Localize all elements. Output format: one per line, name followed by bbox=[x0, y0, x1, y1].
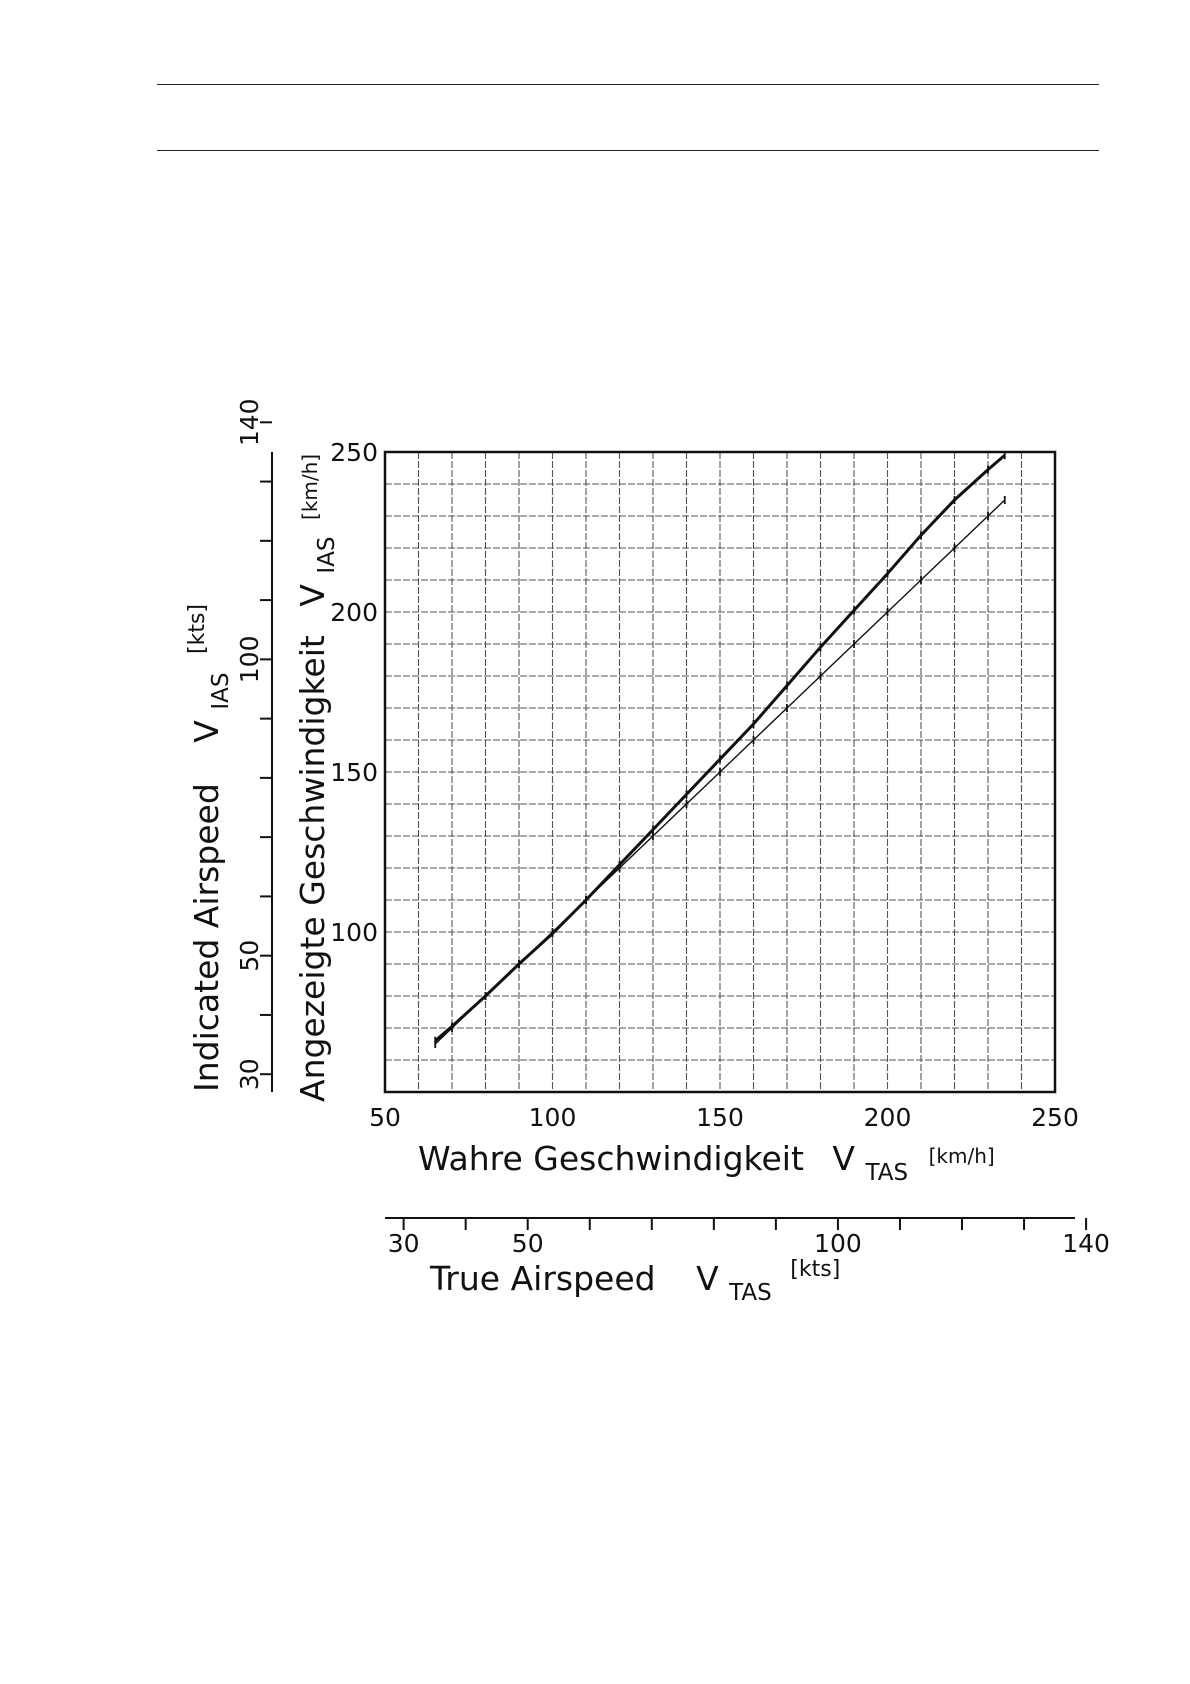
kts-y-axis-title: Indicated Airspeed V IAS [kts] bbox=[185, 604, 236, 1092]
x-axis-symbol: V bbox=[832, 1139, 855, 1178]
kts-x-axis-unit: [kts] bbox=[790, 1257, 840, 1282]
series-group bbox=[434, 451, 1006, 1048]
x-tick-label: 50 bbox=[369, 1103, 401, 1132]
kts-x-axis-label: True Airspeed bbox=[429, 1259, 656, 1298]
header-rule-top bbox=[157, 84, 1099, 85]
plot-frame bbox=[383, 450, 1057, 1094]
kts-y-tick-label: 100 bbox=[235, 636, 264, 684]
x-tick-label: 150 bbox=[696, 1103, 744, 1132]
header-rule-bottom bbox=[157, 150, 1099, 151]
kmh-y-tick-labels: 100 150 200 250 bbox=[330, 438, 378, 947]
y-tick-label: 200 bbox=[330, 598, 378, 627]
y-tick-label: 150 bbox=[330, 758, 378, 787]
kts-x-axis-symbol: V bbox=[696, 1259, 719, 1298]
kts-y-axis-subscript: IAS bbox=[208, 672, 234, 709]
y-tick-label: 250 bbox=[330, 438, 378, 467]
kmh-x-tick-labels: 50 100 150 200 250 bbox=[369, 1103, 1079, 1132]
kts-y-tick-label: 50 bbox=[235, 940, 264, 972]
kts-x-tick-label: 30 bbox=[388, 1229, 420, 1258]
y-axis-unit: [km/h] bbox=[298, 454, 322, 520]
kts-y-axis-label: Indicated Airspeed bbox=[187, 783, 226, 1092]
x-axis-subscript: TAS bbox=[864, 1160, 908, 1186]
kts-y-ticks: 30 50 100 140 bbox=[235, 398, 272, 1090]
x-tick-label: 200 bbox=[864, 1103, 912, 1132]
y-axis-title: Angezeigte Geschwindigkeit V IAS [km/h] bbox=[293, 454, 342, 1102]
kts-x-tick-label: 50 bbox=[512, 1229, 544, 1258]
y-tick-label: 100 bbox=[330, 918, 378, 947]
x-axis-label: Wahre Geschwindigkeit bbox=[418, 1139, 804, 1178]
y-axis-label: Angezeigte Geschwindigkeit bbox=[293, 635, 332, 1102]
kts-x-tick-label: 100 bbox=[814, 1229, 862, 1258]
kts-x-axis-subscript: TAS bbox=[728, 1280, 772, 1306]
kts-y-axis-symbol: V bbox=[187, 720, 226, 743]
x-axis-unit: [km/h] bbox=[929, 1144, 995, 1168]
x-tick-label: 100 bbox=[529, 1103, 577, 1132]
kts-x-tick-label: 140 bbox=[1062, 1229, 1110, 1258]
kts-x-ticks: 30 50 100 140 bbox=[388, 1218, 1110, 1258]
y-axis-symbol: V bbox=[293, 584, 332, 607]
kts-y-tick-label: 30 bbox=[235, 1058, 264, 1090]
kts-x-axis-title: True Airspeed V TAS [kts] bbox=[429, 1257, 840, 1308]
x-tick-label: 250 bbox=[1031, 1103, 1079, 1132]
y-axis-subscript: IAS bbox=[314, 536, 340, 573]
kts-y-tick-label: 140 bbox=[235, 398, 264, 446]
kts-y-axis-unit: [kts] bbox=[185, 604, 210, 654]
x-axis-title: Wahre Geschwindigkeit V TAS [km/h] bbox=[418, 1139, 995, 1188]
